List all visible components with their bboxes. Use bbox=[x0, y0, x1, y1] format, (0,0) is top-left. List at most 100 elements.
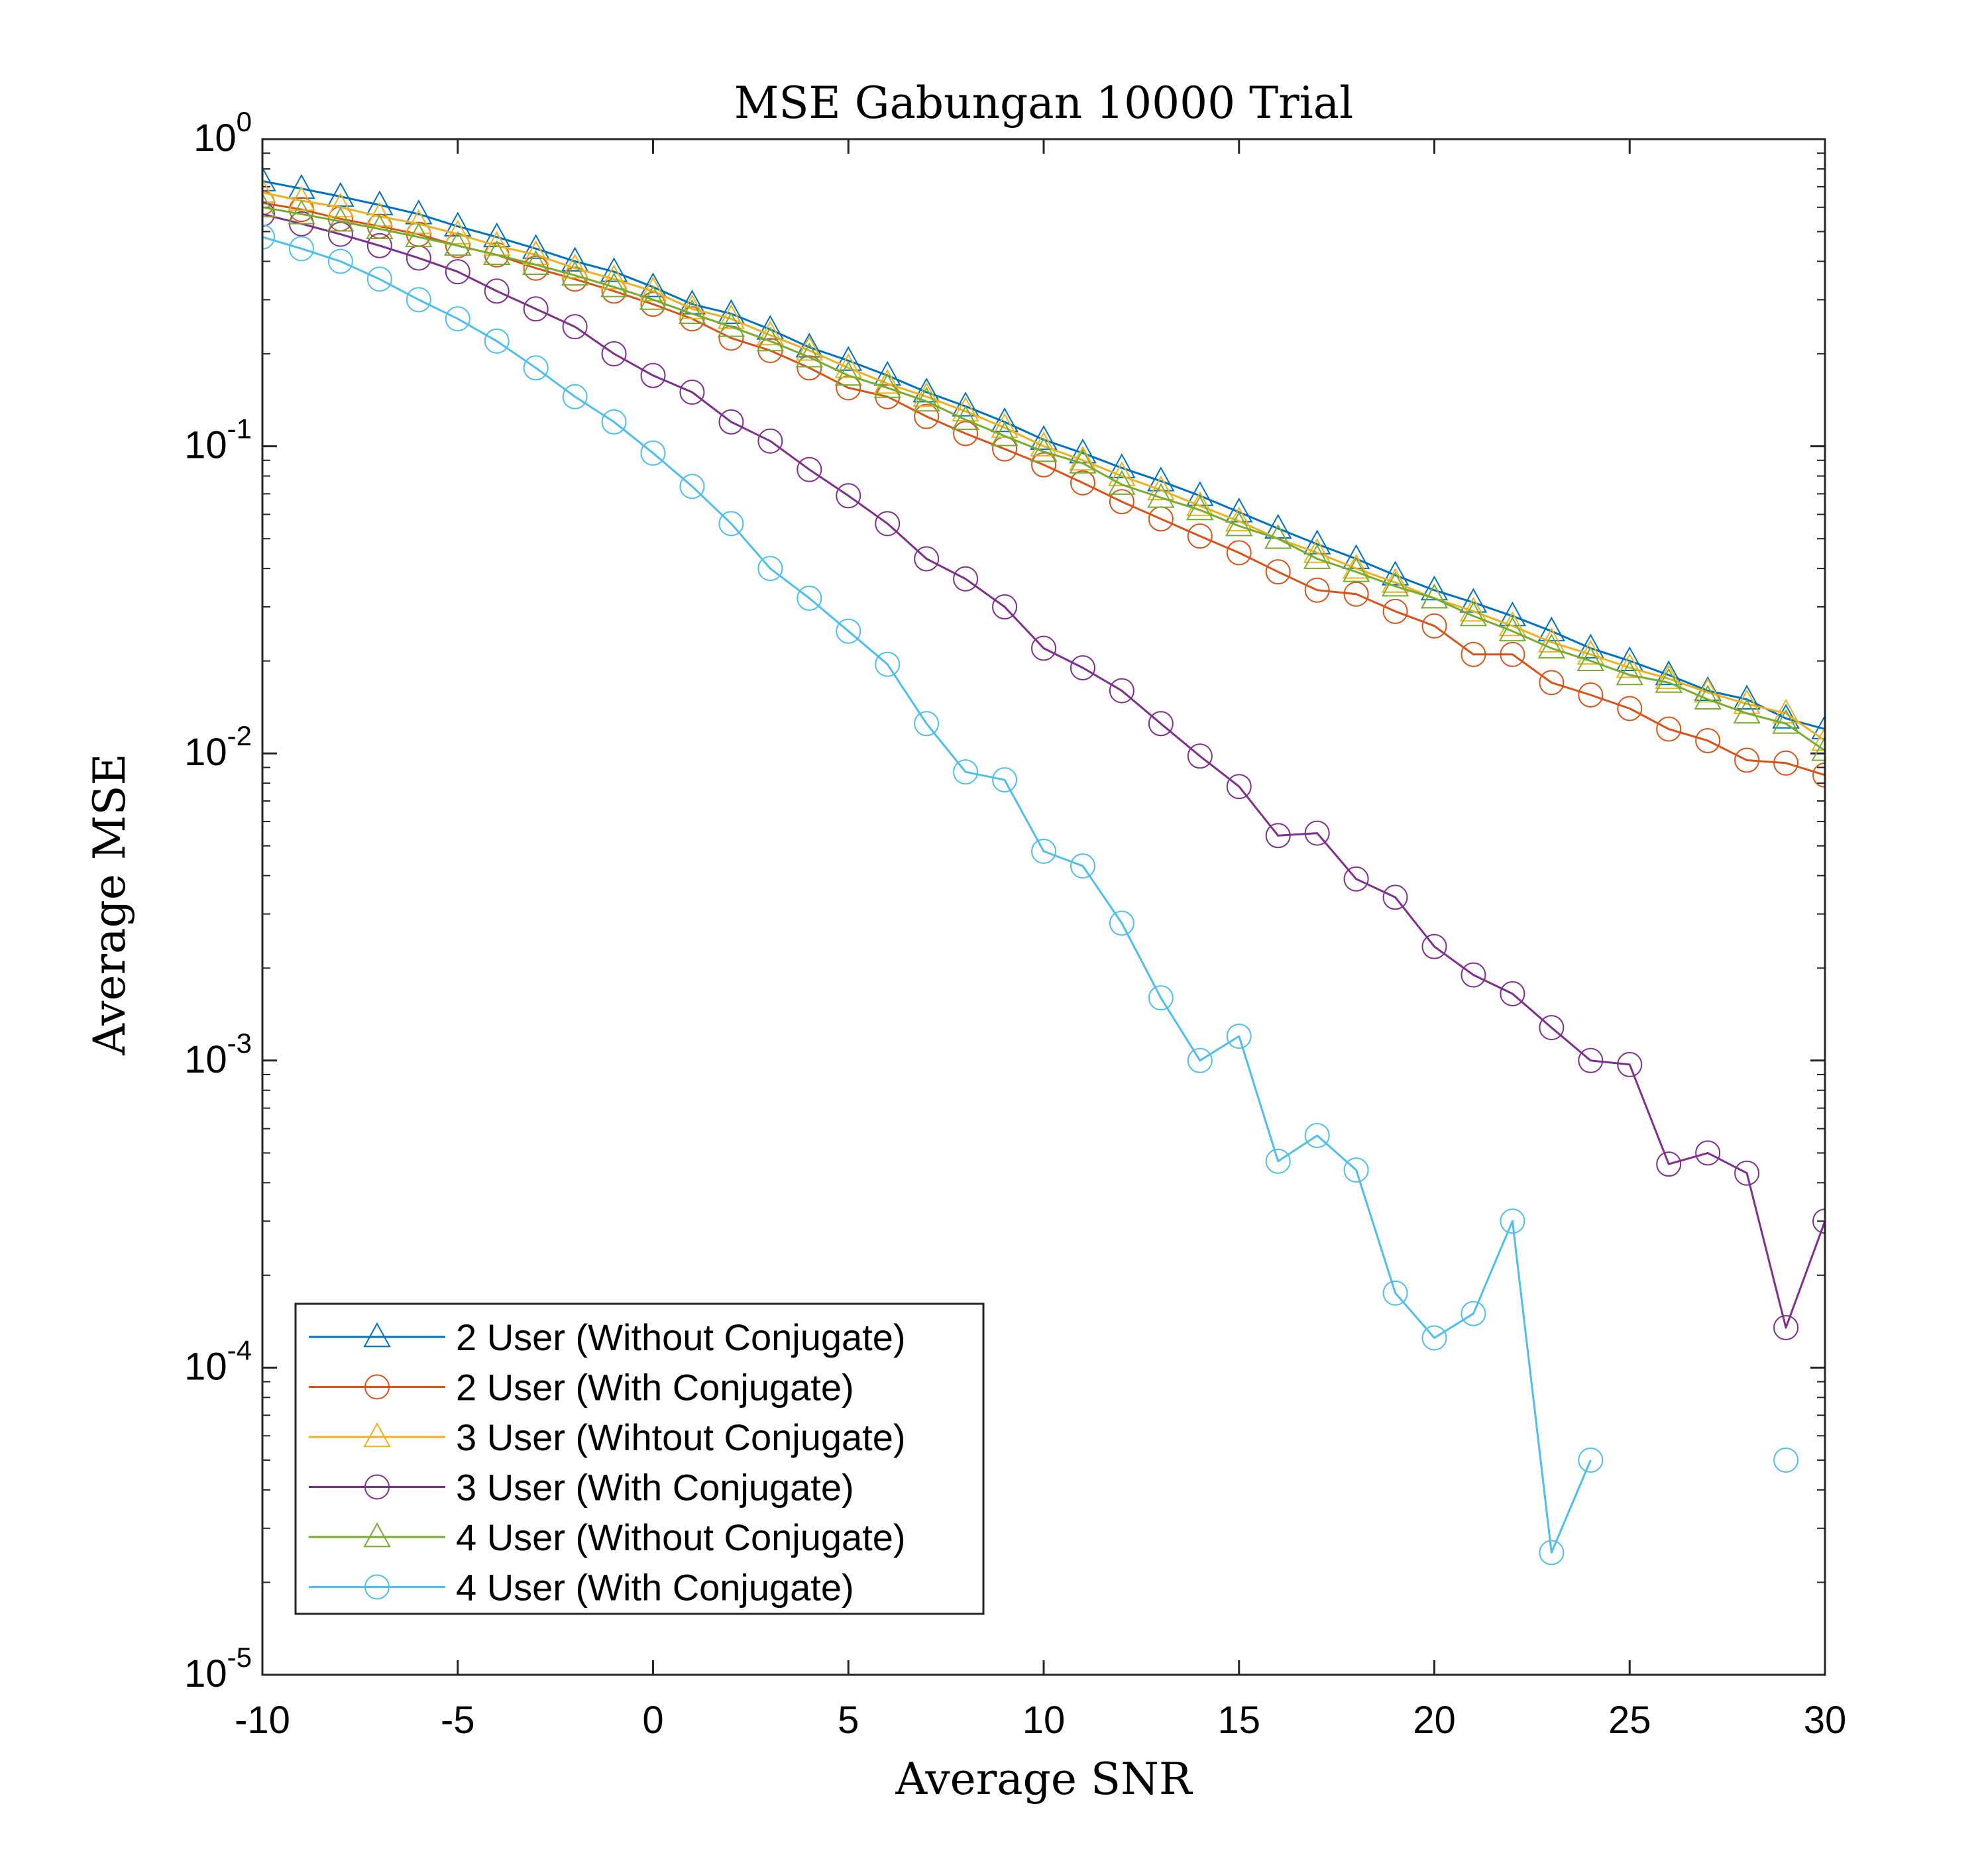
data-point bbox=[327, 248, 353, 274]
data-point bbox=[1537, 633, 1566, 659]
data-point bbox=[366, 233, 392, 258]
data-point bbox=[1578, 1447, 1604, 1473]
y-tick-label: 10-2 bbox=[184, 720, 252, 774]
data-point bbox=[1500, 980, 1525, 1006]
legend-label: 3 User (Wihtout Conjugate) bbox=[456, 1416, 906, 1458]
data-point bbox=[836, 618, 861, 644]
data-point bbox=[953, 421, 979, 447]
data-point bbox=[1733, 684, 1761, 710]
data-point bbox=[992, 767, 1018, 793]
data-point bbox=[836, 483, 861, 509]
series-line bbox=[262, 191, 1825, 742]
legend-item: 3 User (With Conjugate) bbox=[309, 1467, 854, 1509]
x-tick-label: -5 bbox=[441, 1699, 475, 1742]
data-point bbox=[952, 405, 979, 430]
data-point bbox=[1303, 544, 1331, 569]
data-point bbox=[1500, 641, 1525, 667]
data-point bbox=[262, 190, 275, 216]
data-point bbox=[875, 511, 901, 537]
data-point bbox=[1498, 611, 1527, 637]
data-point bbox=[1031, 635, 1056, 661]
data-point bbox=[1031, 838, 1056, 864]
data-point bbox=[1694, 678, 1722, 703]
data-point bbox=[1148, 985, 1174, 1011]
data-point bbox=[1070, 655, 1095, 680]
data-point bbox=[1421, 1325, 1447, 1351]
data-point bbox=[1539, 1015, 1565, 1041]
data-point bbox=[327, 206, 355, 232]
data-point bbox=[1187, 1047, 1213, 1073]
data-point bbox=[562, 314, 588, 340]
data-point bbox=[600, 272, 628, 297]
y-tick-label: 10-3 bbox=[184, 1028, 252, 1081]
data-point bbox=[795, 343, 823, 368]
data-point bbox=[1226, 540, 1252, 566]
data-point bbox=[1617, 696, 1643, 721]
y-tick-label: 100 bbox=[193, 106, 252, 160]
legend-label: 4 User (Without Conjugate) bbox=[456, 1516, 906, 1558]
x-tick-label: -10 bbox=[235, 1699, 290, 1742]
data-point bbox=[600, 257, 628, 282]
data-point bbox=[991, 413, 1019, 438]
data-point bbox=[1811, 725, 1825, 751]
data-point bbox=[1694, 684, 1722, 710]
data-point bbox=[640, 362, 666, 388]
data-point bbox=[1576, 633, 1604, 659]
legend-label: 2 User (With Conjugate) bbox=[456, 1367, 854, 1408]
data-point bbox=[1030, 425, 1058, 450]
data-point bbox=[366, 214, 394, 239]
series-4 bbox=[262, 201, 1825, 1340]
data-point bbox=[523, 296, 549, 322]
y-axis-label: Average MSE bbox=[84, 753, 135, 1056]
data-point bbox=[639, 272, 667, 297]
data-point bbox=[1342, 557, 1370, 582]
data-point bbox=[953, 566, 979, 592]
data-point bbox=[262, 201, 275, 227]
data-point bbox=[327, 192, 355, 218]
series-layer bbox=[262, 166, 1825, 1565]
legend-label: 4 User (With Conjugate) bbox=[456, 1567, 854, 1609]
data-point bbox=[991, 421, 1019, 447]
data-point bbox=[718, 409, 744, 435]
data-point bbox=[1108, 461, 1136, 486]
data-point bbox=[795, 336, 823, 361]
legend-marker bbox=[363, 1422, 391, 1448]
data-point bbox=[912, 386, 940, 412]
data-point bbox=[953, 759, 979, 785]
data-point bbox=[522, 234, 550, 259]
data-point bbox=[797, 456, 822, 482]
data-point bbox=[1656, 1151, 1682, 1177]
data-point bbox=[1108, 453, 1136, 478]
data-point bbox=[1304, 577, 1330, 603]
data-point bbox=[1537, 616, 1566, 642]
data-point bbox=[1656, 716, 1682, 742]
data-point bbox=[484, 278, 510, 304]
data-point bbox=[1069, 449, 1097, 474]
legend-marker bbox=[363, 1322, 391, 1348]
data-point bbox=[1069, 445, 1097, 471]
series-6 bbox=[262, 224, 1799, 1565]
data-point bbox=[797, 586, 822, 611]
data-point bbox=[1382, 1280, 1408, 1306]
data-point bbox=[288, 186, 315, 211]
data-point bbox=[445, 306, 470, 332]
data-point bbox=[640, 440, 666, 466]
x-tick-label: 30 bbox=[1804, 1699, 1847, 1742]
data-point bbox=[873, 373, 901, 398]
data-point bbox=[1461, 1300, 1486, 1326]
data-point bbox=[717, 312, 746, 337]
data-point bbox=[914, 711, 940, 737]
data-point bbox=[561, 246, 589, 272]
data-point bbox=[562, 384, 588, 409]
data-point bbox=[834, 360, 862, 386]
data-point bbox=[1772, 709, 1800, 734]
data-point bbox=[1733, 698, 1761, 724]
legend-box bbox=[294, 1302, 985, 1615]
data-point bbox=[679, 474, 705, 500]
y-tick-label: 10-1 bbox=[184, 413, 252, 467]
data-point bbox=[1225, 506, 1253, 532]
data-point bbox=[366, 266, 392, 292]
data-point bbox=[262, 224, 275, 250]
data-point bbox=[834, 353, 862, 378]
data-point bbox=[1695, 1140, 1721, 1166]
